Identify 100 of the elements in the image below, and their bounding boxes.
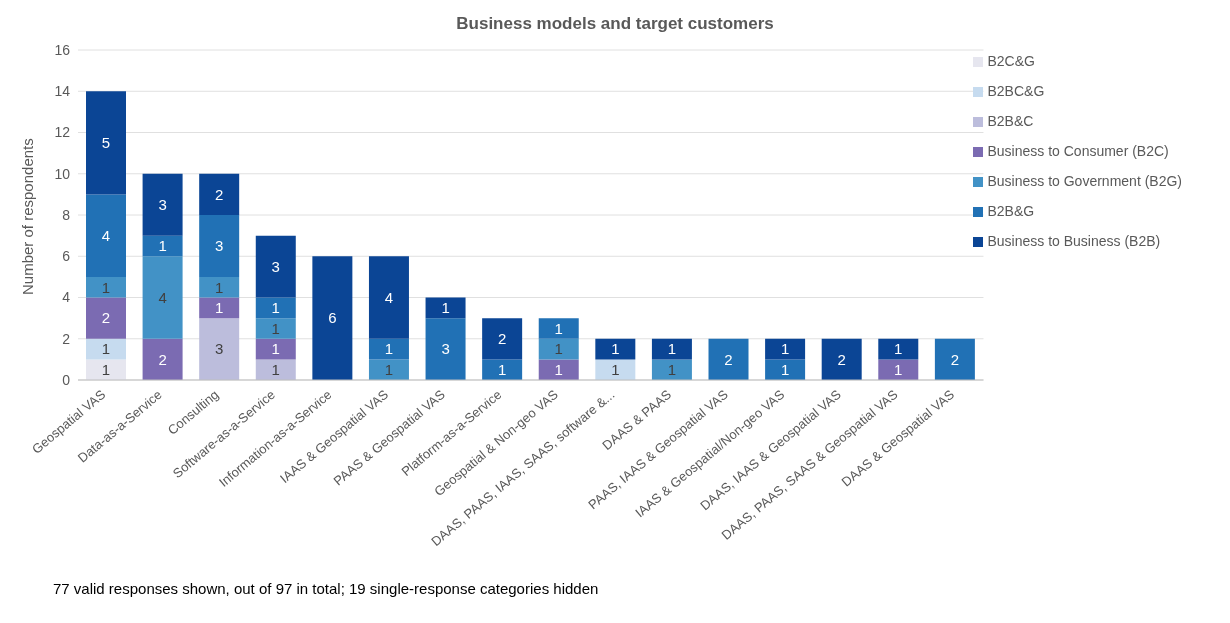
data-label: 2 [950, 350, 960, 368]
legend-label: B2B&C [987, 113, 1034, 129]
bar [199, 215, 240, 277]
y-tick-label: 2 [62, 330, 71, 347]
data-label: 2 [497, 330, 507, 348]
data-label: 1 [780, 340, 790, 358]
bar [199, 173, 240, 215]
bar [595, 338, 636, 360]
y-tick-label: 4 [62, 289, 71, 306]
data-label: 5 [101, 134, 111, 152]
bar [651, 338, 692, 360]
bar [425, 318, 466, 380]
data-label: 2 [101, 309, 111, 327]
y-tick-label: 10 [54, 165, 71, 182]
data-label: 1 [667, 340, 677, 358]
data-label: 2 [724, 350, 733, 368]
y-tick-label: 12 [54, 124, 71, 141]
y-tick-label: 16 [54, 41, 71, 58]
data-label: 1 [215, 299, 224, 317]
y-axis-title: Number of respondents [19, 138, 37, 295]
data-label: 1 [384, 340, 394, 358]
y-tick-label: 6 [62, 248, 71, 265]
data-label: 3 [271, 257, 280, 275]
bar [708, 338, 749, 380]
text: 77 valid responses shown, out of 97 in total; 19 single-response categories hidden [52, 580, 600, 597]
bar [142, 338, 183, 380]
data-label: 4 [101, 226, 111, 244]
bar [86, 194, 126, 277]
legend-label: B2BC&G [987, 83, 1045, 99]
bar [255, 359, 296, 380]
bar [86, 359, 126, 380]
data-label: 1 [611, 361, 620, 379]
data-label: 1 [158, 237, 167, 255]
bar [86, 338, 126, 360]
data-label: 4 [158, 288, 167, 306]
legend-label: B2B&G [987, 203, 1035, 219]
data-label: 1 [384, 361, 394, 379]
chart-title: Business models and target customers [455, 13, 775, 35]
legend-label: B2C&G [987, 53, 1035, 69]
legend-label: Business to Consumer (B2C) [987, 143, 1169, 159]
data-label: 3 [441, 340, 450, 358]
data-label: 1 [554, 361, 563, 379]
data-label: 1 [894, 340, 903, 358]
bar [765, 338, 806, 360]
data-label: 1 [554, 340, 563, 358]
bar [86, 276, 126, 298]
data-label: 1 [271, 361, 280, 379]
data-label: 3 [215, 237, 224, 255]
bar [368, 359, 409, 380]
bar [199, 297, 240, 319]
bar [538, 338, 579, 360]
data-label: 6 [328, 309, 337, 327]
bar [651, 359, 692, 380]
bar [595, 359, 636, 380]
bar [255, 297, 296, 319]
data-label: 1 [271, 299, 280, 317]
bar [255, 338, 296, 360]
data-label: 1 [215, 278, 224, 296]
data-label: 3 [158, 196, 167, 214]
data-label: 2 [837, 350, 846, 368]
bar [934, 338, 975, 380]
data-label: 2 [215, 185, 224, 203]
data-label: 1 [101, 361, 111, 379]
bar [765, 359, 806, 380]
data-label: 1 [780, 361, 790, 379]
data-label: 3 [215, 340, 224, 358]
y-tick-label: 14 [54, 83, 71, 100]
data-label: 1 [101, 278, 111, 296]
bar [255, 235, 296, 298]
legend-label: Business to Government (B2G) [987, 173, 1182, 189]
bar [878, 359, 919, 380]
data-label: 1 [497, 361, 507, 379]
data-label: 2 [158, 350, 167, 368]
bar [821, 338, 862, 380]
bar [538, 359, 579, 380]
legend-label: Business to Business (B2B) [987, 233, 1161, 249]
bar [425, 297, 466, 319]
y-tick-label: 8 [62, 206, 71, 223]
bar [199, 276, 240, 298]
bar [142, 173, 183, 236]
data-label: 1 [611, 340, 620, 358]
bar [255, 318, 296, 339]
bar [538, 318, 579, 339]
data-label: 1 [554, 319, 563, 337]
data-label: 1 [271, 319, 280, 337]
data-label: 1 [271, 340, 280, 358]
bar [482, 359, 523, 380]
bar [368, 338, 409, 360]
bar [86, 297, 126, 339]
data-label: 4 [384, 288, 394, 306]
bar [878, 338, 919, 360]
bar [368, 256, 409, 339]
bar [199, 318, 240, 380]
data-label: 1 [667, 361, 677, 379]
bar [142, 235, 183, 257]
bar [482, 318, 523, 360]
data-label: 1 [894, 361, 903, 379]
y-tick-label: 0 [62, 371, 71, 388]
bar [142, 256, 183, 339]
bar [86, 91, 126, 195]
